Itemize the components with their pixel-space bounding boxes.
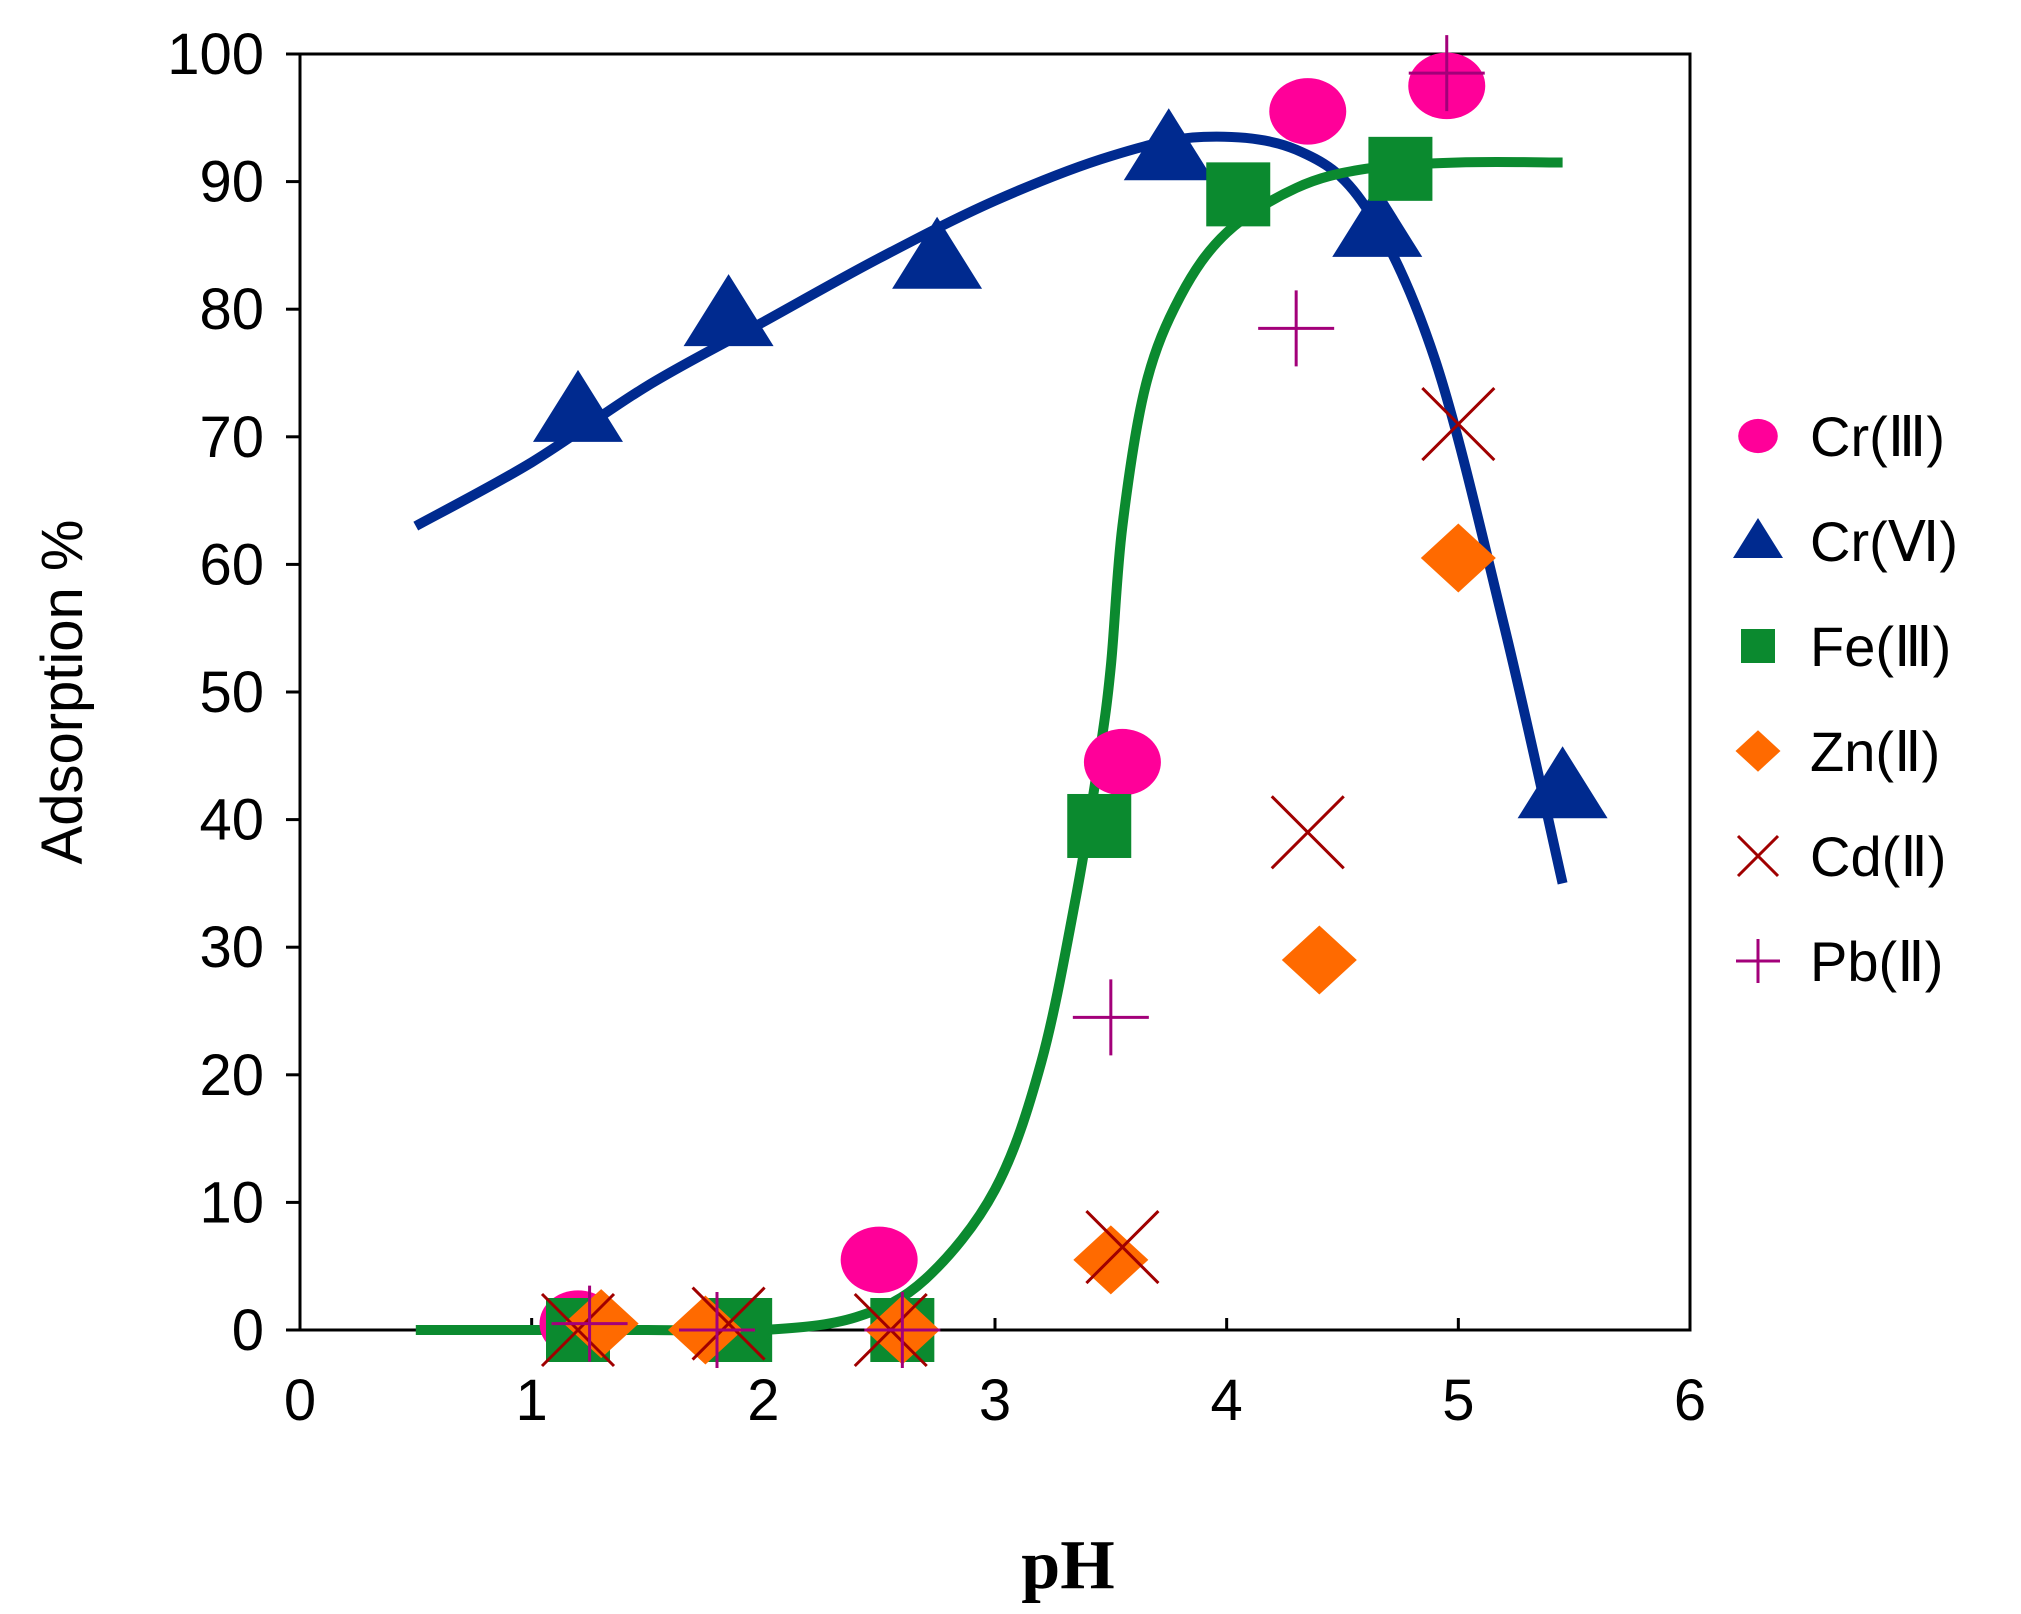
x-tick-label: 5	[1442, 1368, 1474, 1433]
y-axis-ticks: 0 10 20 30 40 50 60 70 80 90 100	[167, 22, 300, 1363]
data-points	[533, 35, 1608, 1368]
y-tick-label: 50	[199, 660, 264, 725]
y-axis-label: Adsorption %	[30, 520, 95, 865]
point-plus-5-1	[679, 1292, 755, 1368]
point-triangle-1-2	[892, 216, 983, 289]
legend-marker-3	[1735, 730, 1781, 772]
legend-marker-0	[1738, 418, 1778, 454]
x-tick-label: 3	[979, 1368, 1011, 1433]
x-tick-label: 1	[516, 1368, 548, 1433]
y-tick-label: 80	[199, 277, 264, 342]
fit-curve-0	[413, 131, 1568, 885]
point-plus-5-2	[864, 1292, 941, 1368]
legend-marker-5	[1736, 939, 1780, 983]
x-tick-label: 0	[284, 1368, 316, 1433]
point-x-4-5	[1421, 386, 1496, 462]
x-axis-ticks: 0 1 2 3 4 5 6	[284, 1318, 1706, 1433]
point-x-4-0	[540, 1292, 616, 1368]
point-diamond-3-5	[1420, 523, 1496, 593]
point-plus-5-0	[551, 1285, 628, 1362]
point-triangle-1-3	[1123, 108, 1214, 181]
point-triangle-1-1	[683, 274, 774, 347]
point-plus-5-4	[1258, 290, 1335, 367]
legend-label-3: Zn(Ⅱ)	[1810, 720, 1940, 783]
point-plus-5-3	[1072, 979, 1149, 1056]
x-tick-label: 4	[1211, 1368, 1243, 1433]
legend-marker-1	[1733, 518, 1783, 558]
point-x-4-3	[1085, 1209, 1160, 1285]
point-square-2-3	[1067, 793, 1132, 858]
point-square-2-5	[1368, 136, 1433, 201]
y-tick-label: 10	[199, 1170, 264, 1235]
y-tick-label: 100	[167, 22, 264, 87]
point-triangle-1-5	[1517, 746, 1608, 819]
point-circle-0-3	[1269, 78, 1347, 145]
point-triangle-1-4	[1332, 184, 1423, 257]
y-tick-label: 90	[199, 150, 264, 215]
legend-label-0: Cr(Ⅲ)	[1810, 405, 1945, 468]
y-tick-label: 20	[199, 1043, 264, 1108]
x-tick-label: 6	[1674, 1368, 1706, 1433]
y-tick-label: 60	[199, 532, 264, 597]
legend-marker-4	[1736, 834, 1780, 878]
fit-curve-1	[415, 157, 1563, 1336]
legend: Cr(Ⅲ) Cr(Ⅵ) Fe(Ⅲ) Zn(Ⅱ) Cd(Ⅱ) Pb(Ⅱ)	[1733, 405, 1958, 993]
point-x-4-4	[1270, 795, 1345, 870]
y-tick-label: 30	[199, 915, 264, 980]
legend-label-2: Fe(Ⅲ)	[1810, 615, 1951, 678]
fit-curves	[413, 131, 1568, 1336]
legend-label-1: Cr(Ⅵ)	[1810, 510, 1958, 573]
legend-label-5: Pb(Ⅱ)	[1810, 930, 1943, 993]
point-circle-0-1	[840, 1226, 918, 1294]
point-circle-0-2	[1083, 728, 1161, 796]
point-square-2-4	[1206, 162, 1271, 227]
x-tick-label: 2	[747, 1368, 779, 1433]
plot-frame	[298, 52, 1692, 1332]
y-tick-label: 40	[199, 788, 264, 853]
y-tick-label: 70	[199, 405, 264, 470]
point-diamond-3-4	[1281, 925, 1357, 995]
legend-marker-2	[1741, 629, 1775, 663]
y-tick-label: 0	[232, 1298, 264, 1363]
point-triangle-1-0	[533, 369, 623, 442]
point-plus-5-5	[1408, 35, 1485, 112]
x-axis-label: pH	[1021, 1527, 1114, 1604]
point-x-4-1	[691, 1286, 766, 1361]
legend-label-4: Cd(Ⅱ)	[1810, 825, 1946, 888]
